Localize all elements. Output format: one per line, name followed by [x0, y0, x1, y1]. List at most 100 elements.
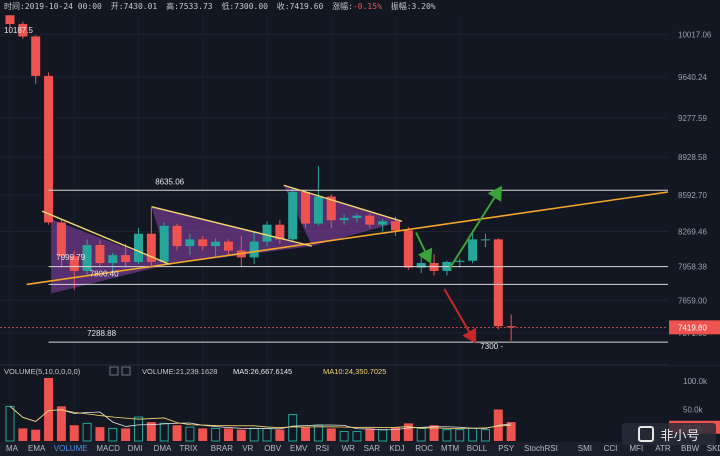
- drawing-layer: [0, 184, 669, 344]
- y-tick-label: 7659.00: [678, 296, 707, 305]
- volume-ma10: MA10:24,350.7025: [323, 367, 386, 376]
- indicator-tab-kdj[interactable]: KDJ: [389, 444, 405, 453]
- volume-bar: [69, 425, 79, 441]
- indicator-tab-emv[interactable]: EMV: [290, 444, 308, 453]
- volume-bar: [365, 428, 375, 441]
- y-tick-label: 8928.58: [678, 153, 707, 162]
- indicator-tab-rsi[interactable]: RSI: [315, 444, 330, 453]
- indicator-tab-brar[interactable]: BRAR: [210, 444, 234, 453]
- y-tick-label: 9277.59: [678, 114, 707, 123]
- close-label: 收:7419.60: [276, 2, 324, 11]
- volume-bar: [468, 427, 478, 442]
- indicator-tab-roc[interactable]: ROC: [415, 444, 433, 453]
- ascending-trendline: [26, 191, 669, 286]
- price-axis-bg: [668, 15, 720, 365]
- volume-bar: [326, 428, 336, 441]
- volume-panel: VOLUME(5,10,0,0,0,0) VOLUME:21,239.1628 MA…: [4, 366, 720, 434]
- candle-body: [506, 326, 516, 328]
- candle-body: [326, 196, 336, 221]
- volume-bar: [352, 431, 362, 442]
- indicator-tab-obv[interactable]: OBV: [264, 444, 282, 453]
- indicator-tab-stochrsi[interactable]: StochRSI: [524, 444, 558, 453]
- candle-body: [82, 245, 92, 271]
- small-green-arrow: [415, 232, 433, 264]
- volume-ma5: MA5:26,667.6145: [233, 367, 292, 376]
- level-label-7288: 7288.88: [87, 329, 116, 338]
- indicator-tab-trix[interactable]: TRIX: [179, 444, 198, 453]
- indicator-tab-bbw[interactable]: BBW: [681, 444, 700, 453]
- candle-body: [69, 256, 79, 271]
- indicator-tab-volume[interactable]: VOLUME: [53, 444, 88, 453]
- indicator-tab-skdj[interactable]: SKDJ: [706, 444, 720, 453]
- price-tag-label: 7419.60: [678, 323, 707, 332]
- indicator-tab-mfi[interactable]: MFI: [629, 444, 644, 453]
- indicator-tab-atr[interactable]: ATR: [655, 444, 671, 453]
- change-value: -0.15%: [352, 2, 382, 11]
- logo-icon: [638, 426, 655, 442]
- indicator-tab-dmi[interactable]: DMI: [127, 444, 143, 453]
- indicator-tab-psy[interactable]: PSY: [498, 444, 515, 453]
- candle-body: [416, 263, 426, 268]
- candle-body: [146, 233, 156, 262]
- indicator-tab-sar[interactable]: SAR: [363, 444, 381, 453]
- indicator-tab-wr[interactable]: WR: [341, 444, 355, 453]
- volume-bar: [159, 422, 169, 442]
- volume-close-icon: [121, 366, 131, 376]
- candle-body: [493, 239, 503, 327]
- volume-axis-label: 100.0k: [683, 377, 708, 386]
- candle-body: [262, 224, 272, 242]
- candle-body: [108, 255, 118, 264]
- volume-bar: [82, 422, 92, 442]
- low-label: 低:7300.00: [221, 2, 268, 11]
- indicator-tab-cci[interactable]: CCI: [603, 444, 618, 453]
- candle-body: [275, 224, 285, 240]
- volume-bar: [339, 431, 349, 442]
- volume-bar: [121, 428, 131, 441]
- volume-bar: [223, 428, 233, 441]
- candle-body: [121, 255, 131, 262]
- volume-bar: [429, 425, 439, 441]
- candle-body: [44, 75, 54, 223]
- candle-body: [249, 241, 259, 258]
- candle-body: [378, 221, 388, 225]
- candle-body: [403, 230, 413, 268]
- price-annotations: 10187.5 8635.06 7999.79 7800.40 7288.88 7300 …: [4, 26, 720, 351]
- volume-bar: [391, 427, 400, 441]
- volume-bar: [275, 429, 285, 441]
- candle-body: [313, 196, 323, 224]
- candle-body: [339, 217, 349, 221]
- volume-bar: [442, 429, 452, 442]
- volume-bar: [31, 429, 41, 441]
- indicator-tab-dma[interactable]: DMA: [153, 444, 172, 453]
- indicator-tab-ma[interactable]: MA: [6, 444, 18, 453]
- candle-body: [223, 241, 233, 251]
- open-label: 开:7430.01: [110, 2, 158, 11]
- volume-bars: [5, 378, 516, 442]
- indicator-tab-macd[interactable]: MACD: [96, 444, 120, 453]
- indicator-tab-vr[interactable]: VR: [242, 444, 254, 453]
- pattern-edge-line: [151, 205, 313, 247]
- time-label: 时间:2019-10-24 00:00: [4, 2, 102, 11]
- volume-bar: [134, 416, 143, 442]
- indicator-tab-mtm[interactable]: MTM: [441, 444, 460, 453]
- volume-bar: [172, 425, 182, 441]
- volume-bar: [56, 406, 66, 441]
- volume-bar: [249, 427, 259, 442]
- indicator-tab-boll[interactable]: BOLL: [466, 444, 488, 453]
- candle-body: [352, 215, 362, 218]
- y-tick-label: 8592.70: [678, 191, 707, 200]
- indicator-tab-ema[interactable]: EMA: [28, 444, 46, 453]
- indicator-tab-smi[interactable]: SMI: [577, 444, 593, 453]
- volume-settings-icon: [109, 366, 119, 376]
- pattern-edge-line: [283, 184, 403, 222]
- volume-bar: [146, 422, 156, 441]
- volume-ma5-line: [9, 406, 512, 431]
- pattern-edge-line: [41, 210, 170, 265]
- volume-bar: [95, 427, 105, 441]
- y-tick-label: 8269.46: [678, 228, 707, 237]
- candle-body: [134, 233, 143, 262]
- volume-bar: [288, 414, 298, 442]
- green-up-arrow: [448, 185, 502, 270]
- price-axis: 10017.06 9640.24 9277.59 8928.58 8592.70 8269…: [668, 15, 720, 365]
